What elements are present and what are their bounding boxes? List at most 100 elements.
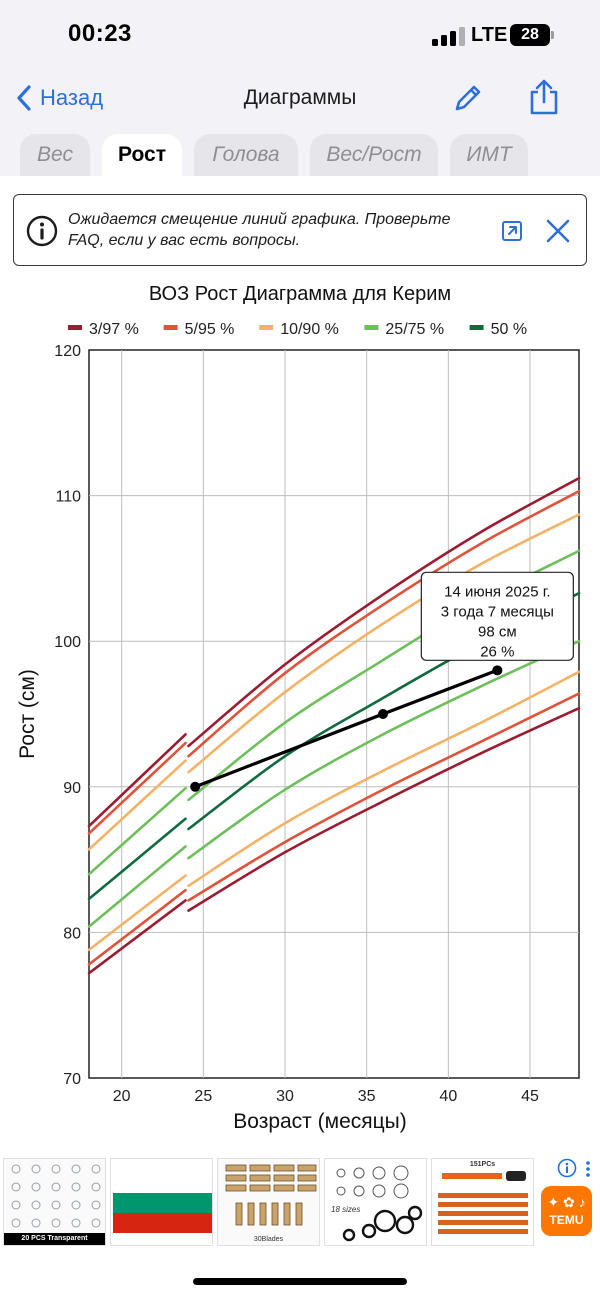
tooltip-value: 98 см	[478, 623, 517, 640]
percentile-curve-p25	[87, 845, 187, 928]
tick-labels: 20 25 30 35 40 45 70 80 90 100 110 120	[54, 343, 539, 1105]
percentile-curve-p5	[187, 692, 581, 902]
x-tick-label: 40	[439, 1088, 457, 1105]
percentile-curve-p25	[187, 639, 581, 860]
y-tick-label: 120	[54, 343, 81, 360]
legend-swatch	[163, 325, 178, 330]
y-tick-label: 80	[63, 925, 81, 942]
ad-product-4[interactable]: 18 sizes	[324, 1158, 427, 1246]
percentile-curve-p10	[187, 670, 581, 888]
chart-title: ВОЗ Рост Диаграмма для Керим	[148, 283, 452, 305]
chevron-left-icon	[17, 85, 31, 111]
ad-product-3[interactable]: 30Blades	[217, 1158, 320, 1246]
x-tick-label: 30	[276, 1088, 294, 1105]
grid-lines	[89, 350, 579, 1078]
percentile-curve-p3	[187, 706, 581, 912]
ad-caption-5: 151PCs	[469, 1161, 496, 1168]
percentile-curve-p50	[87, 817, 187, 901]
navigation-bar: Назад Диаграммы	[0, 76, 600, 120]
tooltip-percentile: 26 %	[480, 643, 514, 660]
tab-weight-height[interactable]: Вес/Рост	[310, 134, 438, 176]
tooltip-box	[420, 571, 574, 661]
status-bar: 00:23 LTE 28	[0, 0, 600, 70]
data-tooltip: 14 июня 2025 г. 3 года 7 месяцы 98 см 26 %	[420, 571, 574, 661]
ad-product-5[interactable]: 151PCs	[431, 1158, 534, 1246]
banner-text: Ожидается смещение линий графика. Провер…	[68, 211, 451, 249]
tooltip-age: 3 года 7 месяцы	[441, 603, 554, 620]
legend-swatch	[364, 325, 379, 330]
ad-product-2[interactable]	[110, 1158, 213, 1246]
child-height-point	[378, 709, 388, 719]
product-grid-image	[11, 1164, 101, 1228]
y-tick-label: 100	[54, 634, 81, 651]
tab-bmi[interactable]: ИМТ	[450, 134, 528, 176]
external-link-icon[interactable]	[501, 220, 523, 242]
ad-caption-3: 30Blades	[253, 1236, 284, 1243]
child-height-point	[190, 781, 201, 792]
percentile-curve-p97	[187, 476, 581, 748]
x-tick-label: 35	[358, 1088, 376, 1105]
percentile-curve-p3	[87, 899, 187, 975]
share-icon[interactable]	[528, 78, 560, 116]
chart-legend: 3/97 % 5/95 % 10/90 % 25/75 % 50 %	[68, 321, 527, 338]
network-type: LTE	[471, 24, 508, 46]
ad-caption-4: 18 sizes	[331, 1205, 361, 1214]
parts-image	[438, 1171, 528, 1234]
temu-mark-icon: ✦ ✿ ♪	[547, 1194, 586, 1210]
status-time: 00:23	[68, 20, 132, 47]
ad-info-icon[interactable]	[557, 1158, 577, 1178]
x-tick-label: 45	[521, 1088, 539, 1105]
ad-product-1[interactable]: 20 PCS Transparent	[3, 1158, 106, 1246]
percentile-curve-p5	[87, 888, 187, 966]
legend-label: 50 %	[491, 321, 527, 338]
tab-weight[interactable]: Вес	[20, 134, 90, 176]
y-tick-label: 70	[63, 1071, 81, 1088]
blades-image	[225, 1164, 317, 1226]
percentile-curve-p90	[87, 759, 187, 851]
tab-height[interactable]: Рост	[102, 134, 182, 176]
percentile-curve-p95	[187, 489, 581, 758]
temu-logo[interactable]: ✦ ✿ ♪ TEMU	[541, 1186, 592, 1236]
y-axis-label: Рост (см)	[16, 669, 39, 759]
info-icon	[26, 215, 58, 247]
legend-label: 25/75 %	[385, 321, 444, 338]
percentile-curve-p75	[87, 787, 187, 876]
battery-tip	[551, 31, 554, 39]
tooltip-date: 14 июня 2025 г.	[444, 583, 550, 600]
back-button[interactable]: Назад	[16, 82, 103, 114]
plot-area	[88, 349, 580, 1079]
legend-label: 3/97 %	[89, 321, 139, 338]
percentile-curve-p97	[87, 733, 187, 828]
legend-swatch	[469, 325, 484, 330]
tab-head[interactable]: Голова	[194, 134, 298, 176]
more-vertical-icon[interactable]	[584, 1160, 592, 1178]
growth-chart: 3/97 % 5/95 % 10/90 % 25/75 % 50 % 20 25 30 35 40…	[16, 321, 581, 1133]
battery-icon: 28	[510, 24, 550, 46]
legend-label: 10/90 %	[280, 321, 339, 338]
legend-swatch	[68, 325, 82, 330]
percentile-curve-p10	[87, 874, 187, 952]
x-tick-label: 20	[113, 1088, 131, 1105]
signal-icon	[432, 27, 465, 46]
y-tick-label: 90	[63, 780, 81, 797]
percentile-curve-p95	[87, 741, 187, 835]
orings-image	[336, 1165, 423, 1242]
child-height-point	[492, 665, 503, 676]
child-height-line	[193, 668, 499, 789]
flag-image	[112, 1177, 212, 1233]
temu-label: TEMU	[549, 1213, 584, 1227]
back-label: Назад	[40, 85, 104, 110]
percentile-curve-p90	[187, 513, 581, 774]
info-banner: Ожидается смещение линий графика. Провер…	[13, 194, 587, 266]
page-title: Диаграммы	[243, 86, 357, 109]
legend-swatch	[259, 325, 274, 330]
ad-strip: 20 PCS Transparent 30Blades	[0, 1158, 600, 1250]
chart-tabs: Вес Рост Голова Вес/Рост ИМТ	[0, 134, 600, 176]
ad-caption-1: 20 PCS Transparent	[4, 1233, 105, 1245]
x-axis-label: Возраст (месяцы)	[233, 1110, 407, 1133]
legend-label: 5/95 %	[185, 321, 235, 338]
pencil-icon[interactable]	[452, 82, 482, 114]
y-tick-label: 110	[55, 489, 81, 506]
home-indicator	[193, 1278, 407, 1285]
close-icon[interactable]	[544, 217, 572, 245]
